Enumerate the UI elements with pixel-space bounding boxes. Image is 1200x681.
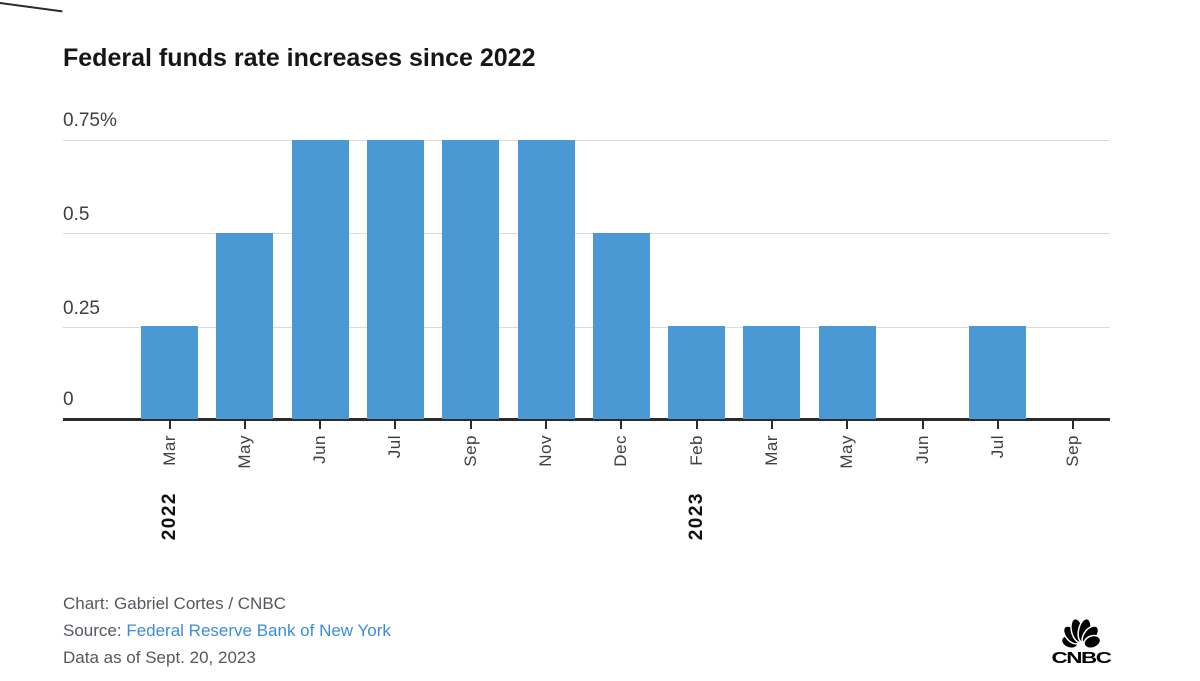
bar — [442, 140, 500, 419]
source-label: Source: — [63, 621, 127, 640]
x-axis-tick — [394, 421, 397, 429]
gridline — [63, 233, 1110, 234]
x-axis-tick — [469, 421, 472, 429]
x-axis-tick — [620, 421, 623, 429]
y-axis-tick-label: 0 — [63, 389, 74, 410]
x-axis-tick-label: Mar — [159, 435, 179, 466]
x-axis-tick — [921, 421, 924, 429]
y-axis-tick-label: 0.25 — [63, 298, 100, 319]
x-axis-tick-label: Nov — [536, 435, 555, 467]
x-axis-tick-label: Feb — [686, 435, 706, 466]
y-axis-tick-label: 0.5 — [63, 204, 90, 225]
peacock-beak-gap — [1077, 641, 1085, 650]
x-axis-tick — [846, 421, 849, 429]
bar — [969, 326, 1027, 419]
x-axis-tick — [996, 421, 999, 429]
x-axis-tick — [243, 421, 246, 429]
chart-title: Federal funds rate increases since 2022 — [63, 44, 536, 72]
y-axis-tick-label: 0.75% — [63, 110, 117, 131]
x-axis-tick-label: Jun — [310, 435, 330, 464]
x-axis-tick — [319, 421, 322, 429]
corner-artifact-line — [0, 2, 63, 13]
x-axis-tick-label: Sep — [460, 435, 480, 467]
x-axis-tick-label: Sep — [1063, 435, 1083, 467]
source-link[interactable]: Federal Reserve Bank of New York — [126, 621, 391, 640]
chart-credit: Chart: Gabriel Cortes / CNBC — [63, 594, 286, 613]
x-axis-tick — [168, 421, 171, 429]
x-axis-tick — [695, 421, 698, 429]
plot-area: 0.75% 0.5 0.25 0 Mar May Jun Jul Sep Nov Dec Fe… — [63, 110, 1110, 540]
x-axis-tick-label: Jul — [385, 435, 405, 459]
bar — [216, 233, 274, 419]
bar — [818, 326, 876, 419]
data-as-of: Data as of Sept. 20, 2023 — [63, 648, 256, 667]
x-axis-tick-label: May — [837, 435, 857, 469]
peacock-icon — [1060, 617, 1102, 649]
chart-footer: Chart: Gabriel Cortes / CNBC Source: Fed… — [63, 590, 391, 671]
x-axis-tick — [770, 421, 773, 429]
cnbc-peacock-logo: CNBC — [1052, 617, 1112, 665]
x-axis-tick-label: Jun — [912, 435, 932, 464]
x-axis-tick-label: May — [234, 435, 254, 469]
gridline — [63, 140, 1110, 141]
x-axis-line — [63, 418, 1110, 421]
bar — [668, 326, 726, 419]
x-axis-tick — [545, 421, 547, 429]
bar — [743, 326, 801, 419]
bar — [517, 140, 575, 419]
bar — [141, 326, 198, 419]
bar — [366, 140, 424, 419]
x-axis-tick-label: Jul — [987, 435, 1007, 459]
source-line: Source: Federal Reserve Bank of New York — [63, 617, 391, 644]
x-axis-tick-label: Mar — [761, 435, 781, 466]
gridline — [63, 327, 1110, 328]
bar — [592, 233, 650, 419]
bar — [291, 140, 349, 419]
x-axis-tick — [1072, 421, 1075, 429]
x-axis-year-label: 2022 — [158, 492, 180, 541]
x-axis-year-label: 2023 — [685, 492, 707, 541]
cnbc-wordmark: CNBC — [1052, 650, 1112, 665]
x-axis-tick-label: Dec — [611, 435, 631, 467]
